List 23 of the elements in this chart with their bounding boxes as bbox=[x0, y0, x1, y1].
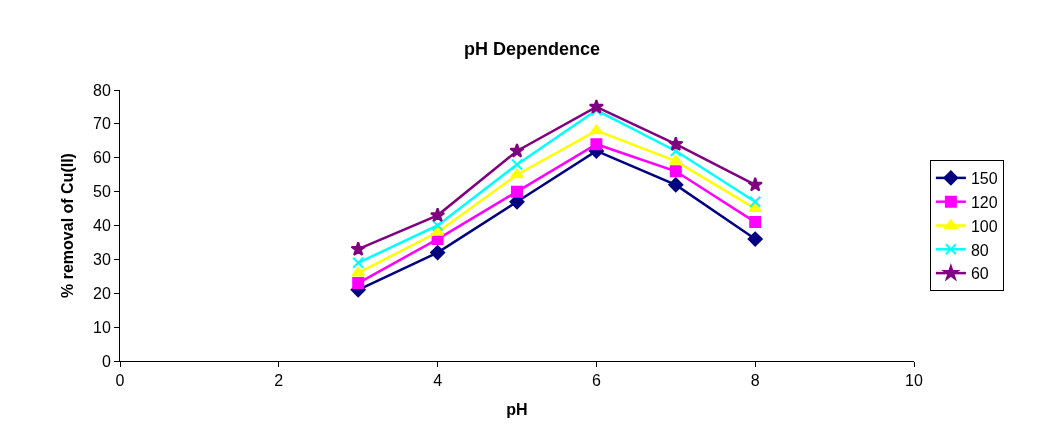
x-tick-label: 0 bbox=[115, 372, 125, 390]
y-tick-label: 0 bbox=[101, 352, 111, 370]
x-tick-label: 2 bbox=[274, 372, 284, 390]
x-tick-label: 4 bbox=[433, 372, 443, 390]
y-axis-title: % removal of Cu(II) bbox=[58, 153, 76, 298]
x-tick-label: 8 bbox=[750, 372, 760, 390]
y-tick-label: 30 bbox=[93, 250, 111, 268]
legend-label: 120 bbox=[970, 193, 998, 211]
x-tick-label: 6 bbox=[591, 372, 601, 390]
y-tick-label: 10 bbox=[93, 318, 111, 336]
x-axis-title: pH bbox=[506, 400, 528, 418]
y-tick-label: 20 bbox=[93, 284, 111, 302]
y-tick-label: 80 bbox=[93, 81, 111, 99]
x-tick-label: 10 bbox=[905, 372, 923, 390]
legend-label: 100 bbox=[970, 217, 998, 235]
legend-label: 60 bbox=[970, 265, 989, 283]
legend-label: 80 bbox=[970, 241, 989, 259]
y-tick-label: 40 bbox=[93, 217, 111, 235]
y-tick-label: 60 bbox=[93, 149, 111, 167]
y-tick-label: 50 bbox=[93, 183, 111, 201]
y-tick-label: 70 bbox=[93, 115, 111, 133]
chart-title: pH Dependence bbox=[463, 39, 601, 60]
legend-label: 150 bbox=[970, 170, 998, 188]
